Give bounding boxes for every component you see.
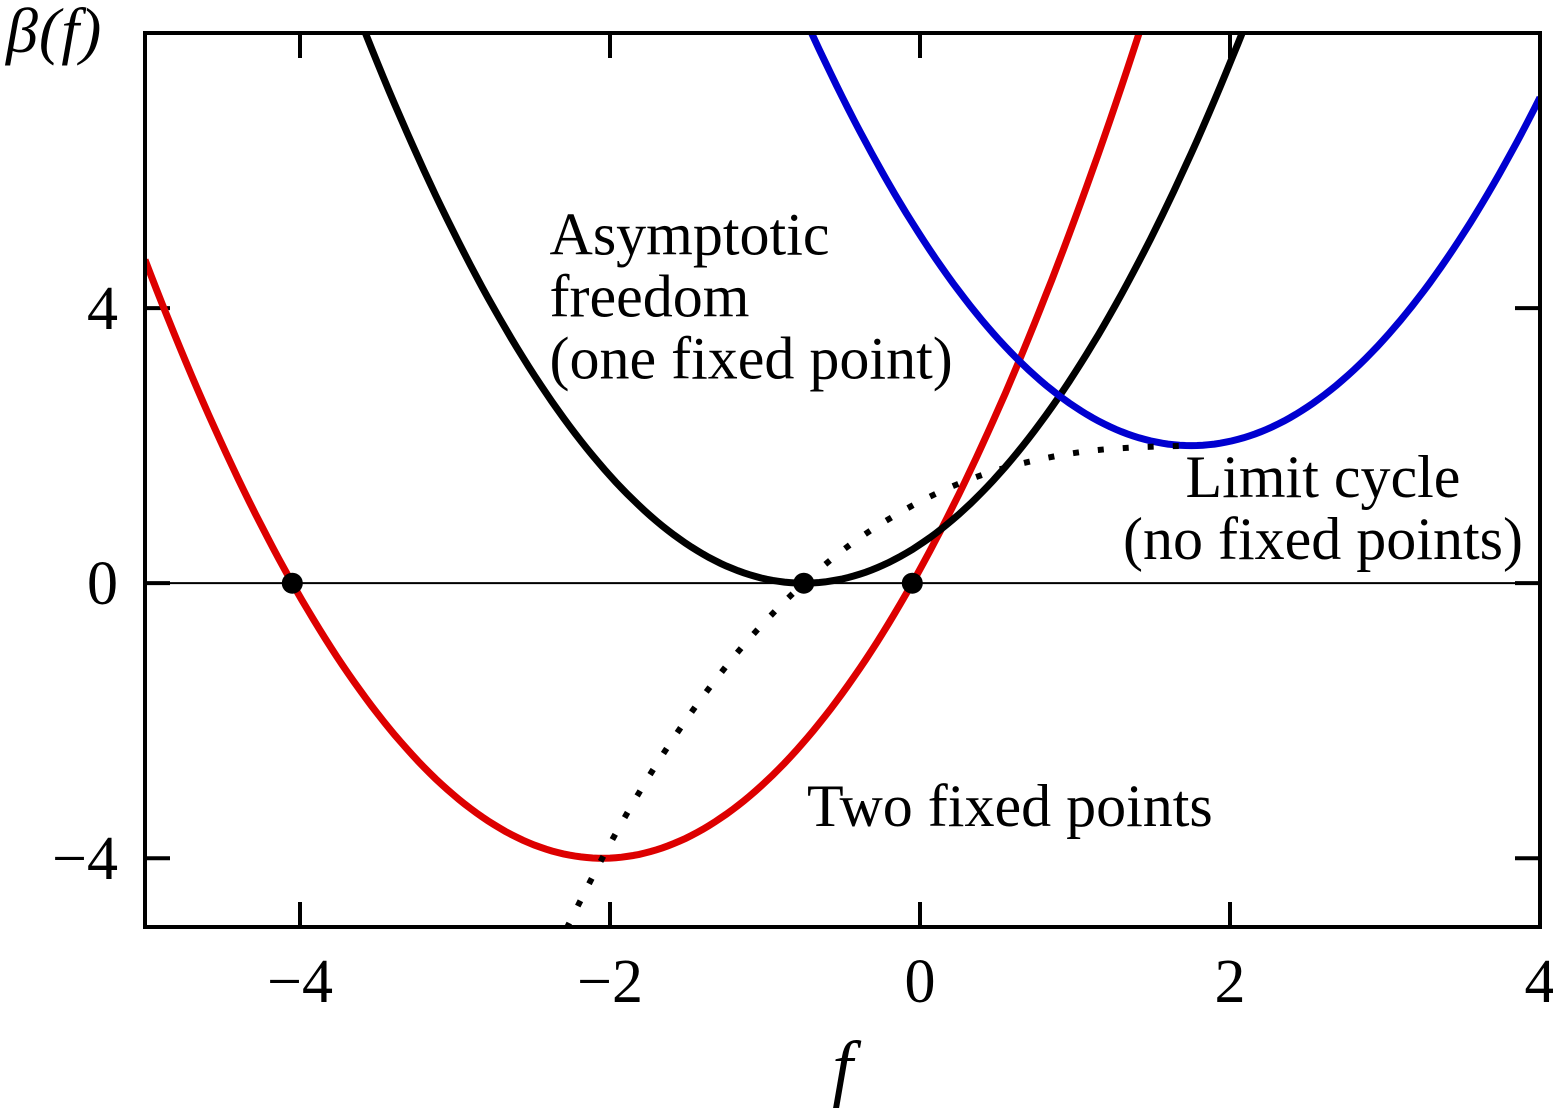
y-axis-label: β(f) xyxy=(6,0,103,66)
x-tick-label: 4 xyxy=(1525,948,1553,1016)
x-tick-label: 2 xyxy=(1215,948,1246,1016)
x-tick-label: −2 xyxy=(577,948,643,1016)
y-tick-label: −4 xyxy=(52,825,118,893)
plot-frame xyxy=(143,31,1542,929)
x-tick-label: 0 xyxy=(905,948,936,1016)
x-tick-label: −4 xyxy=(267,948,333,1016)
x-axis-label: f xyxy=(832,1027,853,1108)
y-tick-label: 0 xyxy=(87,550,118,618)
curves-group xyxy=(145,33,1540,927)
limit-cycle-label: Limit cycle (no fixed points) xyxy=(1123,444,1523,572)
fixed-point-marker xyxy=(901,572,923,594)
fixed-point-marker xyxy=(793,572,815,594)
asymptotic-freedom-label: Asymptotic freedom (one fixed point) xyxy=(550,201,953,391)
locus-of-minima xyxy=(563,442,1192,927)
limit-cycle-parabola xyxy=(807,33,1540,450)
two-fixed-points-label: Two fixed points xyxy=(807,773,1213,839)
fixed-point-marker xyxy=(281,572,303,594)
y-tick-label: 4 xyxy=(87,275,118,343)
two-fixed-points-parabola xyxy=(145,33,1143,862)
asymptotic-freedom-parabola xyxy=(361,33,1246,587)
